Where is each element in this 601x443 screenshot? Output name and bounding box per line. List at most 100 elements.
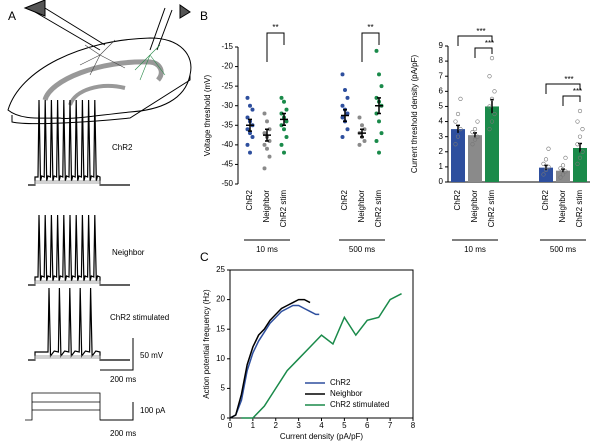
data-point <box>267 138 272 143</box>
y-tick-label: 6 <box>439 86 444 95</box>
series-line <box>241 293 402 419</box>
data-point <box>357 115 362 120</box>
data-point <box>345 127 350 132</box>
bar <box>573 148 587 182</box>
data-point <box>357 142 362 147</box>
y-tick-label: -30 <box>221 101 233 110</box>
scale-label: 200 ms <box>110 375 136 384</box>
legend-label: ChR2 stimulated <box>330 400 389 409</box>
data-point <box>543 157 549 162</box>
x-tick-label: 2 <box>274 421 279 430</box>
data-point <box>282 99 286 104</box>
x-tick-label: 4 <box>319 421 324 430</box>
data-point <box>487 74 492 79</box>
data-point <box>267 127 272 132</box>
data-point <box>577 108 583 114</box>
data-point <box>489 119 495 124</box>
significance-label: *** <box>476 27 485 36</box>
data-point <box>340 72 345 77</box>
data-point <box>472 137 478 142</box>
data-point <box>558 166 563 171</box>
x-tick-label: ChR2 <box>541 189 550 210</box>
data-point <box>374 95 379 100</box>
scale-bars <box>25 338 134 421</box>
data-point <box>262 111 267 116</box>
data-point <box>262 131 267 136</box>
data-point <box>279 123 284 128</box>
mean-error <box>341 108 349 123</box>
x-tick-label: 6 <box>365 421 370 430</box>
significance-label: *** <box>485 39 494 48</box>
significance-bracket <box>361 32 380 62</box>
bar <box>468 135 482 182</box>
data-point <box>377 150 381 155</box>
data-point <box>374 48 379 53</box>
data-point <box>379 131 384 136</box>
significance-label: ** <box>367 23 373 32</box>
data-point <box>362 138 367 143</box>
data-point <box>284 119 289 124</box>
y-tick-label: 15 <box>216 324 225 333</box>
data-point <box>267 154 272 159</box>
significance-bracket <box>266 32 285 62</box>
brain-cartoon <box>7 0 192 125</box>
data-point <box>575 119 580 124</box>
data-point <box>487 104 492 109</box>
data-point <box>374 138 379 143</box>
trace-label: ChR2 stimulated <box>110 313 169 322</box>
data-point <box>575 142 580 147</box>
data-point <box>248 131 252 136</box>
x-tick-label: Neighbor <box>470 190 479 223</box>
data-point <box>560 163 566 168</box>
y-tick-label: -40 <box>221 140 233 149</box>
trace-label: Neighbor <box>112 248 145 257</box>
significance-bracket <box>562 95 581 106</box>
data-point <box>560 172 566 177</box>
data-point <box>575 161 580 166</box>
scale-label: 200 ms <box>110 429 136 438</box>
group-label: 500 ms <box>550 245 576 254</box>
error-bar <box>473 132 477 138</box>
data-point <box>345 95 350 100</box>
data-point <box>265 146 269 151</box>
data-point <box>250 107 255 112</box>
subthreshold-trace <box>34 280 101 285</box>
error-bar <box>561 168 565 173</box>
x-tick-label: ChR2 stim <box>279 190 288 228</box>
data-point <box>577 155 583 160</box>
bar <box>451 129 465 182</box>
data-point <box>475 119 480 124</box>
y-tick-label: 0 <box>439 177 444 186</box>
data-point <box>470 142 475 147</box>
y-tick-label: 3 <box>439 132 444 141</box>
data-point <box>343 88 347 93</box>
mean-error <box>358 128 366 138</box>
voltage-trace <box>28 99 130 186</box>
data-point <box>245 127 250 132</box>
x-tick-label: 1 <box>251 421 256 430</box>
voltage-trace <box>28 214 130 286</box>
significance-label: *** <box>573 87 582 96</box>
y-tick-label: 9 <box>439 41 444 50</box>
x-tick-label: 5 <box>342 421 347 430</box>
data-point <box>475 134 480 139</box>
data-point <box>541 161 546 166</box>
mean-error <box>246 118 254 132</box>
data-point <box>262 166 267 171</box>
x-tick-label: ChR2 <box>340 189 349 210</box>
data-point <box>580 149 585 154</box>
y-tick-label: 0 <box>221 413 226 422</box>
y-tick-label: 5 <box>221 384 226 393</box>
scale-label: 100 pA <box>140 406 166 415</box>
data-point <box>279 95 284 100</box>
significance-bracket <box>474 47 493 58</box>
legend-label: Neighbor <box>330 389 363 398</box>
x-tick-label: Neighbor <box>262 190 271 223</box>
y-tick-label: -15 <box>221 42 233 51</box>
y-tick-label: 10 <box>216 354 225 363</box>
panel-label: A <box>8 9 16 23</box>
scale-label: 50 mV <box>140 351 164 360</box>
y-tick-label: -35 <box>221 120 233 129</box>
panel-label: C <box>200 250 209 264</box>
data-point <box>360 123 364 128</box>
